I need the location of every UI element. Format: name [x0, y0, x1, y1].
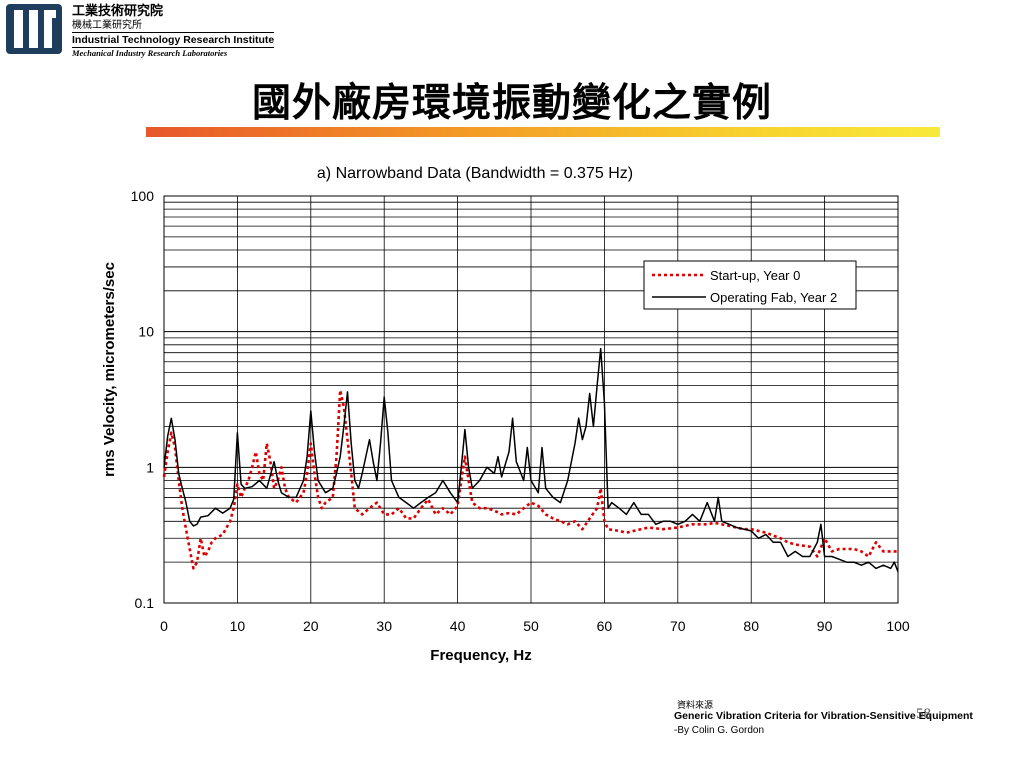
itri-logo [6, 4, 62, 54]
page-number: 58 [916, 706, 931, 722]
y-axis-label: rms Velocity, micrometers/sec [101, 262, 118, 477]
lab-name-en: Mechanical Industry Research Laboratorie… [72, 48, 228, 59]
org-name-zh: 工業技術研究院 [72, 4, 164, 19]
x-axis-label: Frequency, Hz [430, 647, 531, 664]
y-tick-label: 100 [131, 188, 155, 204]
plot-border [163, 195, 899, 604]
slide-title: 國外廠房環境振動變化之實例 [251, 80, 772, 126]
source-author: -By Colin G. Gordon [674, 725, 765, 736]
organization-block: 工業技術研究院 機械工業研究所 Industrial Technology Re… [72, 4, 275, 59]
x-tick-label: 0 [160, 618, 168, 634]
x-tick-label: 100 [886, 618, 910, 634]
vibration-chart: 0 10 20 30 40 50 60 70 80 90 100 100 10 1 0.1 a) Narrow… [101, 165, 910, 664]
y-tick-label: 10 [138, 324, 154, 340]
legend-label: Operating Fab, Year 2 [710, 290, 837, 305]
source-title: Generic Vibration Criteria for Vibration… [674, 710, 973, 722]
x-tick-label: 90 [817, 618, 833, 634]
x-tick-label: 10 [230, 618, 246, 634]
x-tick-label: 80 [743, 618, 759, 634]
x-tick-label: 40 [450, 618, 466, 634]
legend-box [643, 260, 857, 310]
legend-label: Start-up, Year 0 [710, 268, 800, 283]
startup-series-line [162, 388, 898, 570]
y-tick-label: 0.1 [135, 595, 155, 611]
x-tick-label: 70 [670, 618, 686, 634]
x-tick-label: 60 [597, 618, 613, 634]
org-name-en: Industrial Technology Research Institute [72, 31, 275, 49]
operating-series-line [163, 347, 899, 572]
x-tick-label: 30 [376, 618, 392, 634]
source-label: 資料來源 [677, 701, 714, 711]
title-underline-bar [146, 127, 940, 137]
x-tick-label: 50 [523, 618, 539, 634]
lab-name-zh: 機械工業研究所 [72, 19, 142, 31]
chart-title: a) Narrowband Data (Bandwidth = 0.375 Hz… [317, 165, 633, 182]
x-tick-label: 20 [303, 618, 319, 634]
y-tick-label: 1 [146, 459, 154, 475]
